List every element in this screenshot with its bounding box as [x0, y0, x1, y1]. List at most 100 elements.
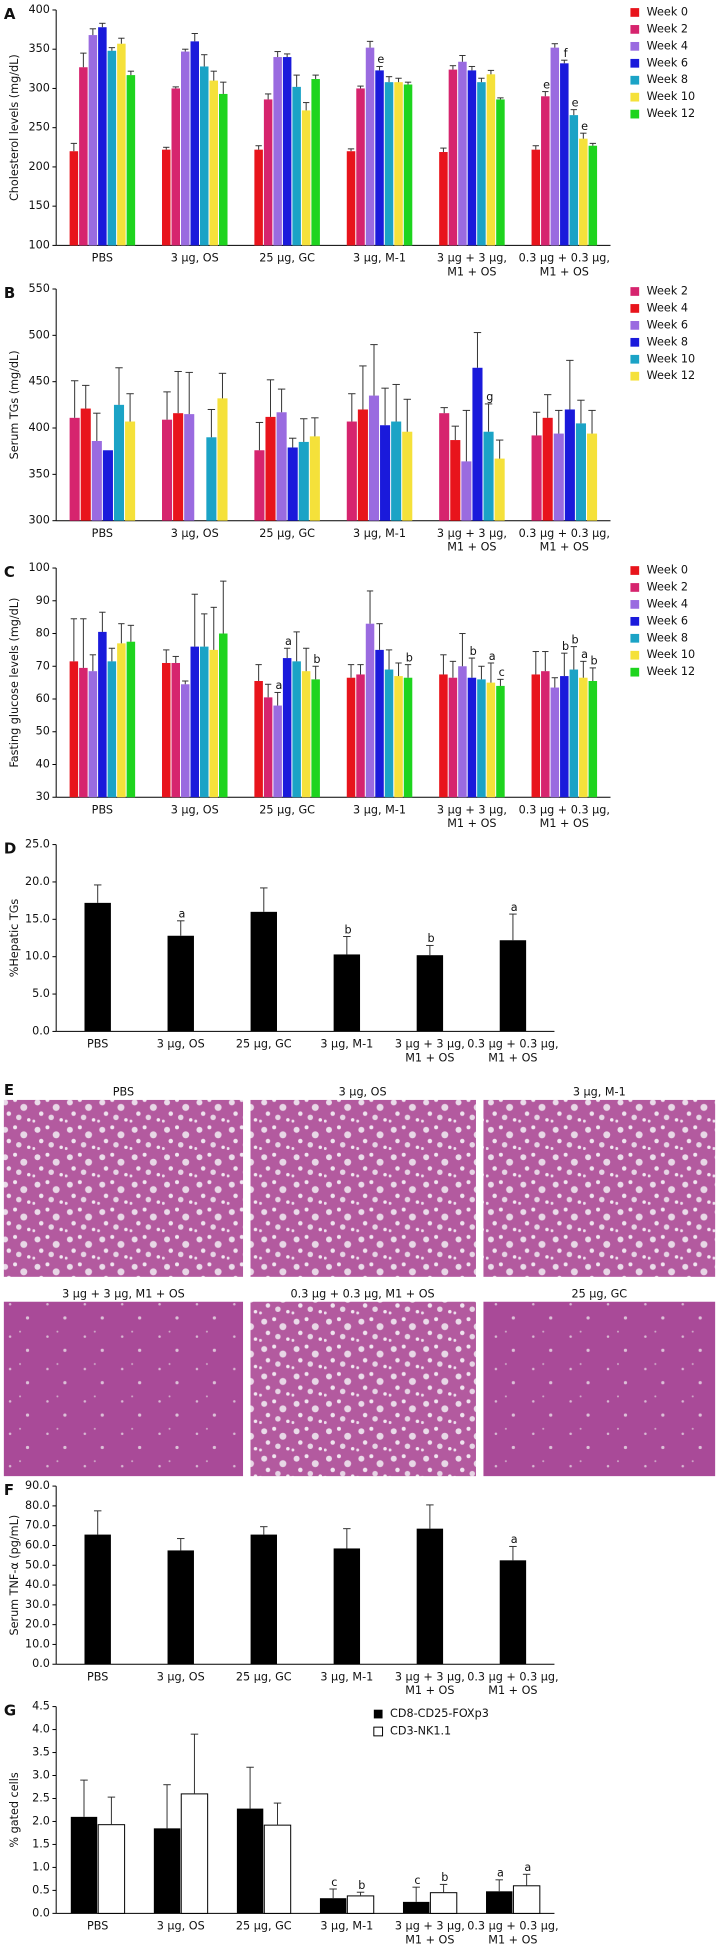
panel-label: F: [4, 1481, 14, 1499]
significance-label: b: [571, 633, 578, 646]
bar: [309, 436, 320, 521]
y-tick-label: 80.0: [25, 1499, 50, 1512]
legend-label: Week 4: [647, 39, 688, 52]
bar: [588, 680, 598, 798]
bar: [357, 409, 368, 521]
x-tick-label-box: PBS: [87, 1672, 108, 1684]
x-tick-label: 0.3 µg + 0.3 µg, M1 + OS: [518, 252, 610, 280]
bar: [113, 404, 125, 521]
legend-label: Week 12: [647, 107, 696, 120]
y-tick-label: 40: [36, 757, 50, 770]
legend-swatch: [630, 75, 640, 85]
bar: [173, 413, 184, 521]
legend-label: Week 10: [647, 648, 696, 661]
x-tick-label: 3 µg, M-1: [320, 1920, 374, 1934]
bar: [477, 679, 486, 798]
panel-label: A: [4, 5, 16, 23]
bar: [461, 461, 472, 521]
bar: [153, 1828, 181, 1914]
x-tick-label-box: 3 µg, M-1: [353, 253, 406, 265]
x-tick-label-box: 3 µg + 3 µg, M1 + OS: [437, 528, 507, 554]
bar: [125, 421, 136, 521]
x-tick-label: 25 µg, GC: [259, 804, 315, 818]
bar: [217, 398, 228, 521]
y-tick-label: 5.0: [32, 987, 50, 1000]
bar: [512, 1885, 541, 1914]
bar: [301, 671, 311, 798]
x-tick-label-box: PBS: [87, 1039, 108, 1051]
y-tick-label: 3.0: [32, 1769, 50, 1782]
bar: [107, 50, 117, 246]
significance-label: a: [179, 908, 186, 921]
y-tick-label: 15.0: [25, 912, 50, 925]
bar: [263, 1824, 292, 1914]
y-tick-label: 150: [29, 199, 50, 212]
micrograph-title: 0.3 µg + 0.3 µg, M1 + OS: [291, 1287, 435, 1300]
micrograph-title: 3 µg, OS: [339, 1085, 387, 1098]
bar: [448, 69, 458, 246]
bar: [458, 61, 467, 246]
panel-label: B: [4, 284, 15, 302]
legend-swatch: [630, 650, 640, 660]
legend-label: Week 10: [647, 90, 696, 103]
x-tick-label-box: PBS: [87, 1921, 108, 1933]
bar: [311, 79, 320, 246]
x-tick-label-box: 3 µg, M-1: [353, 528, 406, 540]
y-tick-label: 2.5: [32, 1791, 50, 1804]
legend-label: CD3-NK1.1: [390, 1724, 451, 1737]
bar: [265, 416, 276, 521]
bar: [97, 1824, 126, 1914]
micrograph-title: 3 µg + 3 µg, M1 + OS: [62, 1287, 185, 1300]
bar: [333, 954, 361, 1032]
significance-label: c: [331, 1876, 337, 1889]
y-tick-label: 0.5: [32, 1883, 50, 1896]
x-tick-label-box: 3 µg, M-1: [320, 1672, 373, 1684]
legend-label: Week 0: [647, 5, 688, 18]
y-axis-label: Cholesterol levels (mg/dL): [8, 54, 21, 201]
bar: [579, 138, 588, 246]
y-axis-label: Serum TNF-α (pg/mL): [8, 1515, 21, 1636]
legend-label: Week 2: [647, 22, 688, 35]
significance-label: e: [581, 120, 588, 133]
bar: [368, 395, 380, 521]
legend-swatch: [630, 41, 640, 51]
bar: [403, 677, 413, 798]
bar: [346, 421, 357, 521]
bar: [486, 682, 496, 798]
bar: [375, 649, 384, 798]
legend-label: Week 8: [647, 631, 688, 644]
x-tick-label: 3 µg, OS: [156, 1671, 205, 1685]
y-tick-label: 30: [36, 790, 50, 803]
x-tick-label-box: 0.3 µg + 0.3 µg, M1 + OS: [467, 1921, 558, 1947]
y-tick-label: 10.0: [25, 1637, 50, 1650]
x-tick-label: 3 µg, OS: [170, 528, 219, 541]
y-tick-label: 300: [29, 514, 50, 527]
y-tick-label: 1.5: [32, 1837, 50, 1850]
y-tick-label: 30.0: [25, 1598, 50, 1611]
legend-swatch: [630, 633, 640, 643]
y-tick-label: 1.0: [32, 1860, 50, 1873]
y-tick-label: 300: [29, 81, 50, 94]
x-tick-label: PBS: [91, 528, 114, 541]
bar: [333, 1548, 361, 1665]
significance-label: b: [406, 651, 413, 664]
y-tick-label: 60.0: [25, 1538, 50, 1551]
x-tick-label-box: 3 µg, M-1: [320, 1920, 374, 1934]
bar: [467, 677, 477, 798]
bar: [79, 667, 88, 798]
y-tick-label: 2.0: [32, 1814, 50, 1827]
bar: [311, 679, 320, 798]
micrograph: [483, 1301, 716, 1477]
bar: [273, 705, 282, 798]
y-tick-label: 450: [29, 375, 50, 388]
legend-swatch: [630, 304, 640, 313]
bar: [467, 70, 477, 246]
x-tick-label: 25 µg, GC: [235, 1920, 292, 1934]
bar: [384, 82, 394, 246]
bar: [560, 676, 569, 798]
legend-swatch: [630, 321, 640, 330]
legend-label: Week 6: [647, 614, 688, 627]
bar: [494, 458, 505, 521]
x-tick-label: 0.3 µg + 0.3 µg, M1 + OS: [467, 1038, 559, 1066]
